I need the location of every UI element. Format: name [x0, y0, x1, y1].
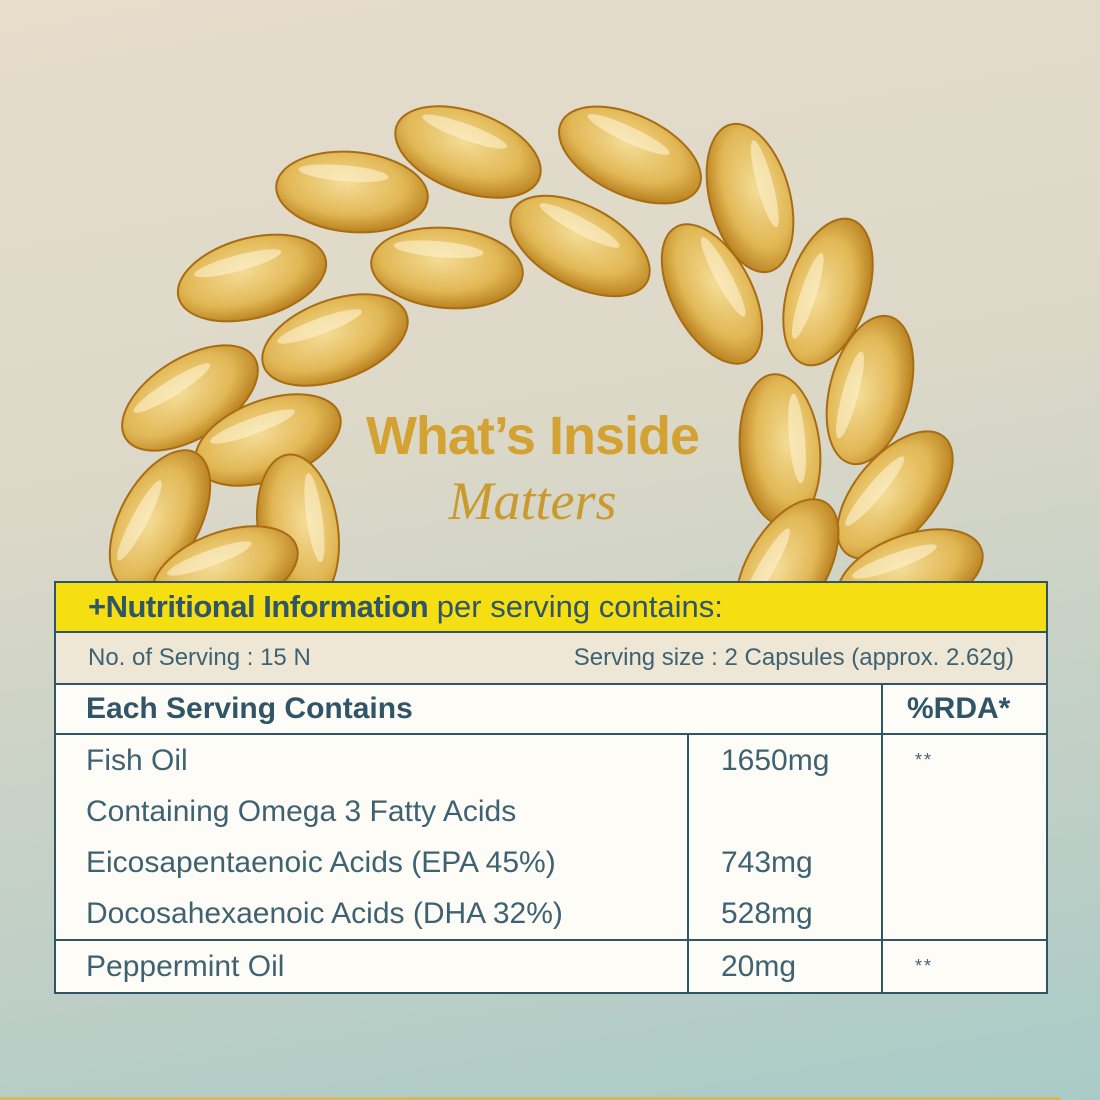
- row-name: Eicosapentaenoic Acids (EPA 45%): [86, 846, 556, 879]
- headline-line1: What’s Inside: [365, 406, 700, 466]
- capsule-highlight: [422, 114, 508, 149]
- capsule-highlight: [117, 480, 162, 561]
- servings-count: No. of Serving : 15 N: [88, 644, 311, 671]
- capsule-highlight: [393, 240, 484, 259]
- row-amount: [721, 786, 881, 837]
- nutrition-table: +Nutritional Information per serving con…: [54, 581, 1048, 994]
- capsule: [558, 105, 702, 205]
- capsule-highlight: [836, 351, 865, 439]
- capsule-highlight: [587, 114, 670, 155]
- capsule-highlight: [277, 309, 362, 344]
- capsule-highlight: [167, 541, 252, 576]
- capsule-highlight: [194, 249, 282, 278]
- capsule: [836, 430, 954, 560]
- capsule: [660, 223, 764, 365]
- table-title: +Nutritional Information per serving con…: [56, 583, 1046, 633]
- capsule-highlight: [788, 393, 806, 484]
- capsule: [825, 314, 915, 466]
- column-headers: Each Serving Contains %RDA*: [56, 685, 1046, 735]
- row-amount: 743mg: [721, 846, 813, 879]
- row-rda: **: [915, 750, 934, 770]
- capsule: [782, 217, 874, 367]
- row-amount: 20mg: [721, 950, 797, 983]
- capsule-highlight: [210, 409, 295, 444]
- capsule: [261, 293, 409, 387]
- table-title-rest: per serving contains:: [428, 589, 723, 624]
- bottom-band: [0, 1097, 1060, 1100]
- capsule-highlight: [133, 363, 211, 413]
- row-name: Fish Oil: [86, 744, 188, 777]
- table-title-bold: +Nutritional Information: [88, 589, 429, 624]
- row-name: Docosahexaenoic Acids (DHA 32%): [86, 897, 563, 930]
- capsule-highlight: [298, 164, 389, 183]
- table-group-fish-oil: Fish Oil Containing Omega 3 Fatty Acids …: [56, 735, 1046, 941]
- capsule-highlight: [791, 253, 824, 339]
- row-amount: 1650mg: [721, 744, 830, 777]
- capsule-highlight: [700, 236, 746, 317]
- row-name: Containing Omega 3 Fatty Acids: [86, 795, 517, 828]
- capsule-highlight: [539, 203, 620, 248]
- capsule-highlight: [304, 473, 325, 563]
- col-rda: %RDA*: [881, 685, 1046, 733]
- headline-line2: Matters: [448, 471, 617, 531]
- row-rda: **: [915, 956, 934, 976]
- capsule: [509, 194, 651, 298]
- capsule: [394, 105, 542, 199]
- serving-info: No. of Serving : 15 N Serving size : 2 C…: [56, 633, 1046, 685]
- capsule-highlight: [845, 456, 905, 526]
- capsule: [176, 233, 328, 323]
- capsule: [705, 122, 795, 274]
- capsule-highlight: [750, 140, 779, 228]
- serving-size: Serving size : 2 Capsules (approx. 2.62g…: [573, 644, 1014, 671]
- col-contents: Each Serving Contains: [86, 692, 413, 725]
- capsule-highlight: [852, 544, 937, 579]
- row-name: Peppermint Oil: [86, 950, 285, 983]
- row-amount: 528mg: [721, 897, 813, 930]
- table-row-peppermint: Peppermint Oil 20mg **: [56, 941, 1046, 992]
